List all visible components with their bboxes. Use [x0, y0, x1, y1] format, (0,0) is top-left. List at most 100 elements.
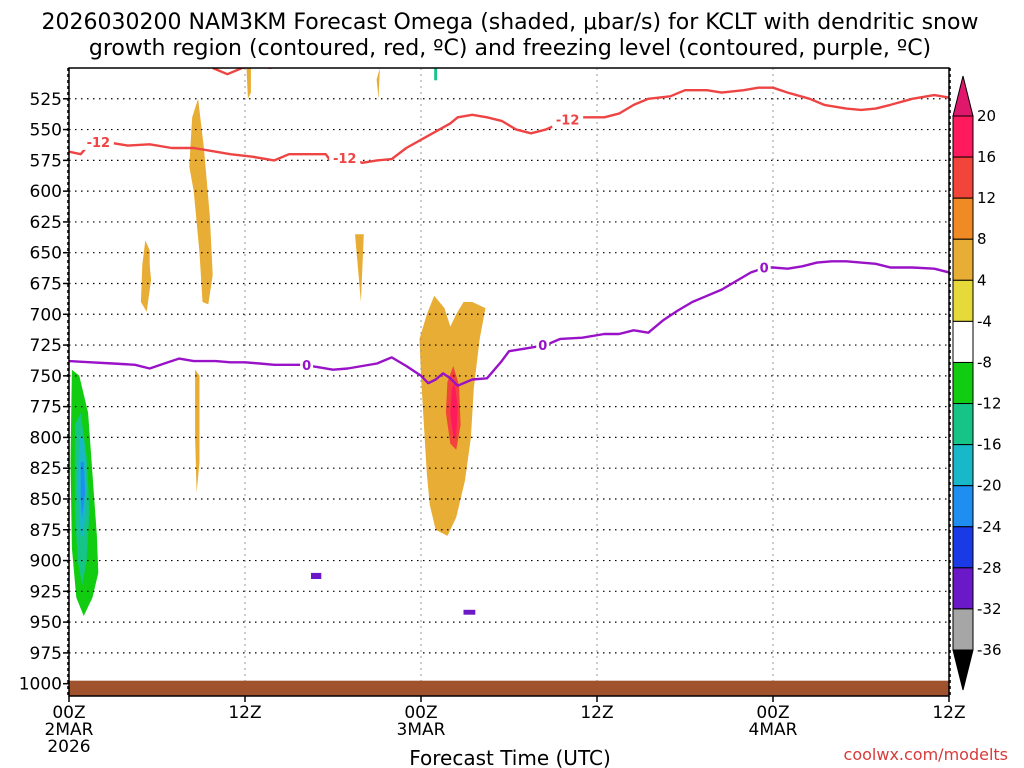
y-tick-label-3: 600	[30, 182, 62, 202]
y-tick-label-5: 650	[30, 244, 62, 264]
dendritic-contour-label-bg-0	[82, 133, 114, 150]
dendritic-contour-label-2: -12	[556, 114, 580, 129]
x-tick-label-0: 00Z	[52, 703, 85, 723]
x-tick-label-3: 12Z	[580, 703, 613, 723]
omega-region-10	[450, 383, 458, 438]
colorbar-label-13: -36	[977, 641, 1002, 659]
omega-region-16	[475, 382, 486, 469]
y-tick-label-11: 800	[30, 428, 62, 448]
y-tick-label-4: 625	[30, 213, 62, 233]
colorbar-band-5	[952, 320, 974, 363]
colorbar-band-0	[952, 115, 974, 158]
omega-region-23	[80, 462, 86, 518]
colorbar-label-4: 4	[977, 271, 987, 289]
omega-region-18	[459, 591, 464, 610]
freezing-contour-label-2: 0	[760, 261, 769, 276]
credit-text: coolwx.com/modelts	[844, 745, 1008, 764]
freezing-level-contour-line	[69, 260, 949, 387]
colorbar-band-grey	[952, 608, 974, 651]
freezing-contour-label-bg-1	[536, 337, 550, 354]
ground-band-rect	[69, 680, 949, 696]
colorbar-band-4	[952, 279, 974, 322]
omega-region-20	[108, 572, 118, 604]
omega-region-24	[434, 68, 438, 81]
dendritic-contour-label-0: -12	[87, 136, 111, 151]
contour-layer	[69, 68, 949, 387]
x-tick-label-4: 00Z	[756, 703, 789, 723]
omega-region-5	[142, 240, 150, 278]
colorbar-label-5: -4	[977, 312, 992, 330]
freezing-contour-label-1: 0	[538, 339, 547, 354]
omega-shading-layer	[69, 68, 489, 641]
colorbar-band-1	[952, 156, 974, 199]
y-tick-label-19: 1000	[19, 675, 62, 695]
colorbar-label-6: -8	[977, 353, 992, 371]
omega-region-17	[478, 517, 489, 616]
omega-region-7	[195, 369, 200, 493]
x-tick-label-2: 00Z	[404, 703, 437, 723]
y-tick-label-10: 775	[30, 398, 62, 418]
x-tick-sublabel-2-0: 3MAR	[397, 720, 446, 740]
omega-region-6	[246, 68, 251, 99]
colorbar-band-11	[952, 567, 974, 610]
x-tick-sublabel-4-0: 4MAR	[749, 720, 798, 740]
freezing-contour-label-bg-0	[300, 356, 314, 373]
colorbar-band-6	[952, 361, 974, 405]
chart-title-line-1: 2026030200 NAM3KM Forecast Omega (shaded…	[42, 10, 979, 35]
freezing-contour-label-0: 0	[302, 359, 311, 374]
y-tick-label-17: 950	[30, 613, 62, 633]
colorbar-band-7	[952, 403, 974, 446]
x-tick-label-5: 12Z	[932, 703, 965, 723]
contour-label-layer: -12 -12 -12 0 0 0	[82, 111, 771, 374]
dendritic-contour-label-bg-1	[329, 149, 361, 166]
omega-region-15	[406, 172, 416, 206]
colorbar-band-8	[952, 444, 974, 487]
y-tick-label-18: 975	[30, 644, 62, 664]
dendritic-contour-label-bg-2	[552, 111, 584, 128]
chart-title-line-2: growth region (contoured, red, ºC) and f…	[89, 36, 931, 61]
dendritic-top-contour-line	[212, 68, 272, 76]
omega-region-4	[189, 98, 213, 305]
y-tick-label-1: 550	[30, 121, 62, 141]
x-tick-sublabel-0-1: 2026	[47, 737, 90, 757]
colorbar-band-9	[952, 485, 974, 528]
colorbar-top-arrow	[952, 75, 974, 117]
colorbar-band-3	[952, 238, 974, 281]
omega-region-12	[362, 68, 380, 155]
colorbar-label-10: -24	[977, 518, 1002, 536]
omega-region-13	[391, 104, 410, 235]
omega-region-25	[311, 572, 322, 579]
colorbar-label-1: 16	[977, 148, 996, 166]
y-tick-label-9: 750	[30, 367, 62, 387]
y-tick-label-8: 725	[30, 336, 62, 356]
colorbar-label-7: -12	[977, 395, 1002, 413]
x-tick-label-1: 12Z	[228, 703, 261, 723]
colorbar-band-2	[952, 197, 974, 240]
x-tick-sublabel-0-0: 2MAR	[45, 720, 94, 740]
freezing-contour-label-bg-2	[757, 259, 771, 276]
dendritic-contour-label-1: -12	[333, 152, 357, 167]
y-tick-label-15: 900	[30, 552, 62, 572]
dendritic-contour-line	[69, 86, 949, 166]
omega-region-0	[355, 234, 364, 302]
y-tick-label-12: 825	[30, 459, 62, 479]
colorbar-label-12: -32	[977, 600, 1002, 618]
y-tick-label-13: 850	[30, 490, 62, 510]
colorbar-bottom-arrow	[952, 649, 974, 691]
y-axis: 525 550 575 600 625 650 675 700 725 750 775 800 825 8…	[19, 90, 69, 695]
colorbar: 20 16 12 8 4 -4 -8 -12 -16 -20 -24 -28 -32 -36	[952, 75, 1002, 691]
colorbar-label-8: -16	[977, 436, 1002, 454]
y-tick-label-14: 875	[30, 521, 62, 541]
omega-region-26	[463, 609, 476, 615]
x-axis-label: Forecast Time (UTC)	[409, 746, 611, 768]
y-tick-label-6: 675	[30, 274, 62, 294]
colorbar-band-10	[952, 526, 974, 569]
grid-lines	[69, 68, 949, 696]
y-tick-label-16: 925	[30, 582, 62, 602]
colorbar-label-0: 20	[977, 107, 996, 125]
plot-border	[68, 67, 950, 697]
y-tick-label-0: 525	[30, 90, 62, 110]
y-tick-label-7: 700	[30, 305, 62, 325]
